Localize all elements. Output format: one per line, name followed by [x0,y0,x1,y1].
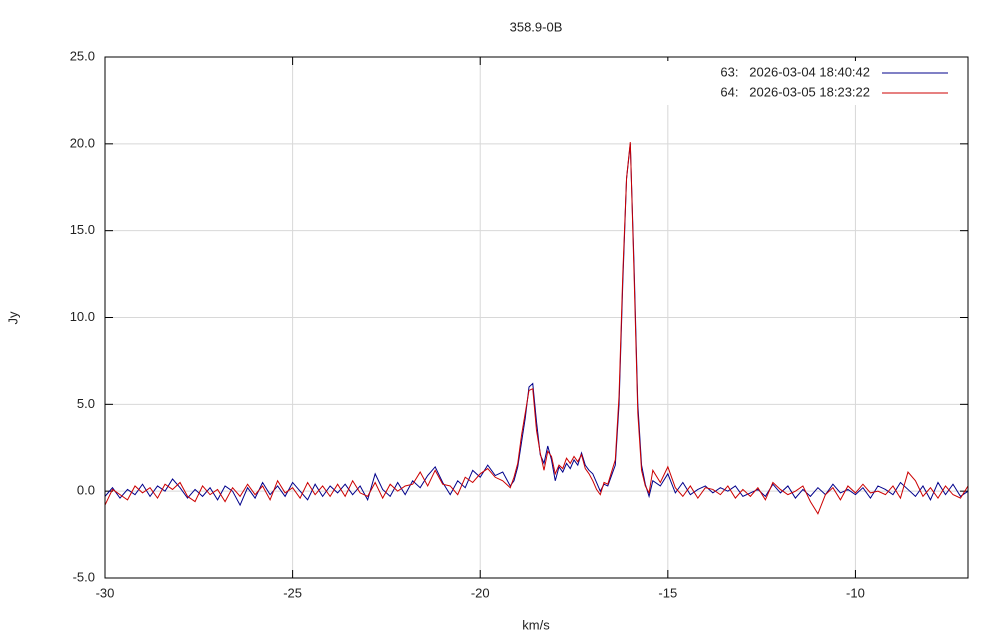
x-tick-label: -30 [96,585,115,600]
x-tick-label: -20 [471,585,490,600]
plot-border [104,56,969,579]
y-tick-label: -5.0 [73,569,95,584]
y-tick-label: 5.0 [77,396,95,411]
y-tick-label: 15.0 [70,222,95,237]
legend-label: 64: 2026-03-05 18:23:22 [720,84,870,99]
data-line [104,143,969,507]
x-tick-label: -15 [658,585,677,600]
data-line [104,142,969,515]
y-tick-label: 10.0 [70,309,95,324]
y-tick-label: 20.0 [70,135,95,150]
x-tick-label: -10 [846,585,865,600]
y-tick-label: 25.0 [70,48,95,63]
legend-box [638,61,963,105]
legend-label: 63: 2026-03-04 18:40:42 [720,64,870,79]
x-tick-label: -25 [283,585,302,600]
y-axis-label: Jy [5,311,20,325]
y-tick-label: 0.0 [77,483,95,498]
chart-title: 358.9-0B [510,19,563,34]
x-axis-label: km/s [522,617,550,632]
